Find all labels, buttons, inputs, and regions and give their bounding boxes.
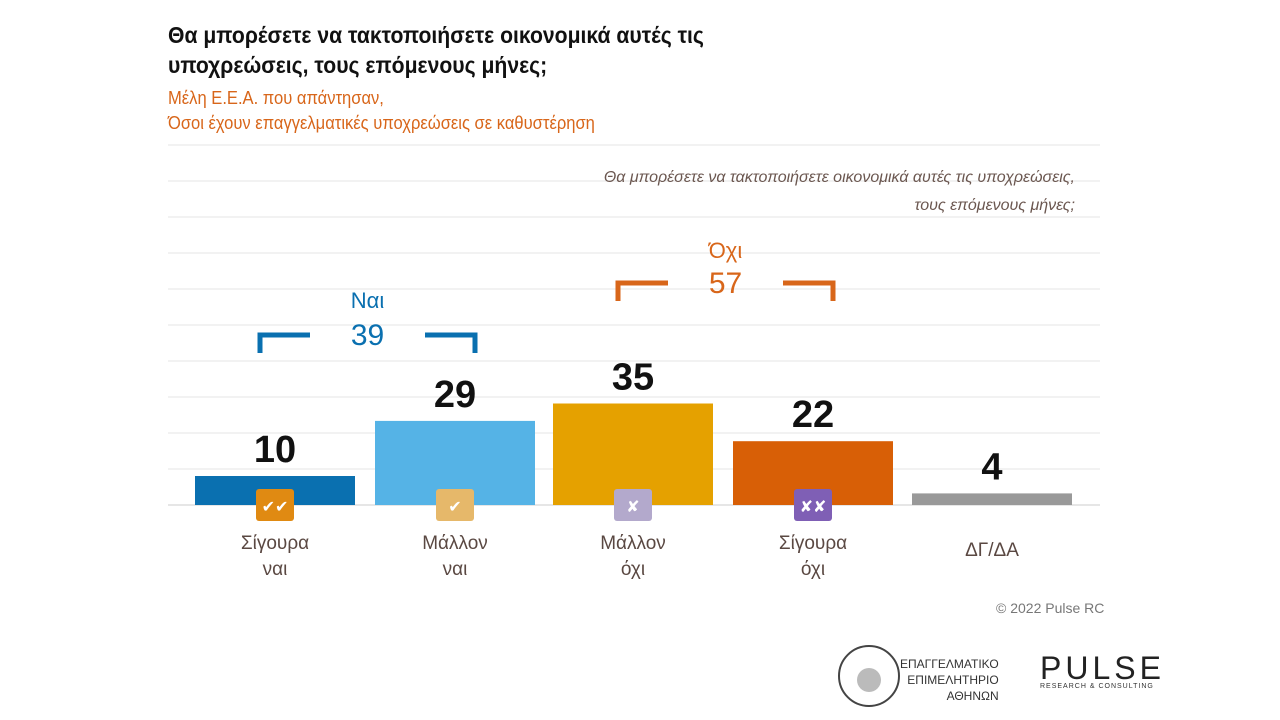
cross-icon-glyph: ✘ xyxy=(626,497,639,516)
group-bracket xyxy=(615,280,836,301)
bar-2 xyxy=(553,403,713,505)
subtitle-line-2: Όσοι έχουν επαγγελματικές υποχρεώσεις σε… xyxy=(168,113,595,133)
pulse-logo-text: PULSE xyxy=(1040,650,1165,686)
category-label: όχι xyxy=(621,559,645,580)
category-label: Μάλλον xyxy=(600,533,666,554)
category-label: όχι xyxy=(801,559,825,580)
chart-title: Θα μπορέσετε να τακτοποιήσετε οικονομικά… xyxy=(168,22,704,78)
category-label: Σίγουρα xyxy=(241,533,309,554)
category-label: ναι xyxy=(263,559,288,580)
eea-logo-text: ΕΠΑΓΓΕΛΜΑΤΙΚΟ ΕΠΙΜΕΛΗΤΗΡΙΟ ΑΘΗΝΩΝ xyxy=(900,656,999,704)
category-label: ΔΓ/ΔΑ xyxy=(965,540,1019,561)
eea-line: ΕΠΙΜΕΛΗΤΗΡΙΟ xyxy=(907,673,999,687)
cross-icon xyxy=(614,489,652,521)
check-icon-glyph: ✔ xyxy=(448,497,461,516)
question-text: Θα μπορέσετε να τακτοποιήσετε οικονομικά… xyxy=(604,164,1075,220)
group-value: 39 xyxy=(351,319,384,352)
double-check-icon xyxy=(256,489,294,521)
pulse-tagline: RESEARCH & CONSULTING xyxy=(1040,683,1154,690)
category-label: Σίγουρα xyxy=(779,533,847,554)
double-check-icon-glyph: ✔✔ xyxy=(262,497,289,516)
copyright: © 2022 Pulse RC xyxy=(996,600,1105,616)
question-line-2: τους επόμενους μήνες; xyxy=(914,197,1075,214)
pulse-logo: PULSE RESEARCH & CONSULTING xyxy=(1040,650,1165,690)
eea-seal-logo xyxy=(838,645,900,707)
data-label: 10 xyxy=(254,429,296,471)
chart-subtitle: Μέλη Ε.Ε.Α. που απάντησαν, Όσοι έχουν επα… xyxy=(168,86,595,136)
data-label: 29 xyxy=(434,374,476,416)
group-bracket xyxy=(257,332,478,353)
check-icon xyxy=(436,489,474,521)
eea-line: ΑΘΗΝΩΝ xyxy=(946,689,999,703)
eea-line: ΕΠΑΓΓΕΛΜΑΤΙΚΟ xyxy=(900,657,999,671)
group-value: 57 xyxy=(709,267,742,300)
data-label: 35 xyxy=(612,357,654,399)
subtitle-line-1: Μέλη Ε.Ε.Α. που απάντησαν, xyxy=(168,88,384,108)
category-label: Μάλλον xyxy=(422,533,488,554)
double-cross-icon-glyph: ✘✘ xyxy=(800,497,827,516)
double-cross-icon xyxy=(794,489,832,521)
category-label: ναι xyxy=(443,559,468,580)
data-label: 22 xyxy=(792,394,834,436)
question-line-1: Θα μπορέσετε να τακτοποιήσετε οικονομικά… xyxy=(603,169,1075,186)
group-label: Ναι xyxy=(351,288,385,313)
data-label: 4 xyxy=(981,446,1002,488)
bar-4 xyxy=(912,493,1072,505)
group-label: Όχι xyxy=(708,238,743,263)
